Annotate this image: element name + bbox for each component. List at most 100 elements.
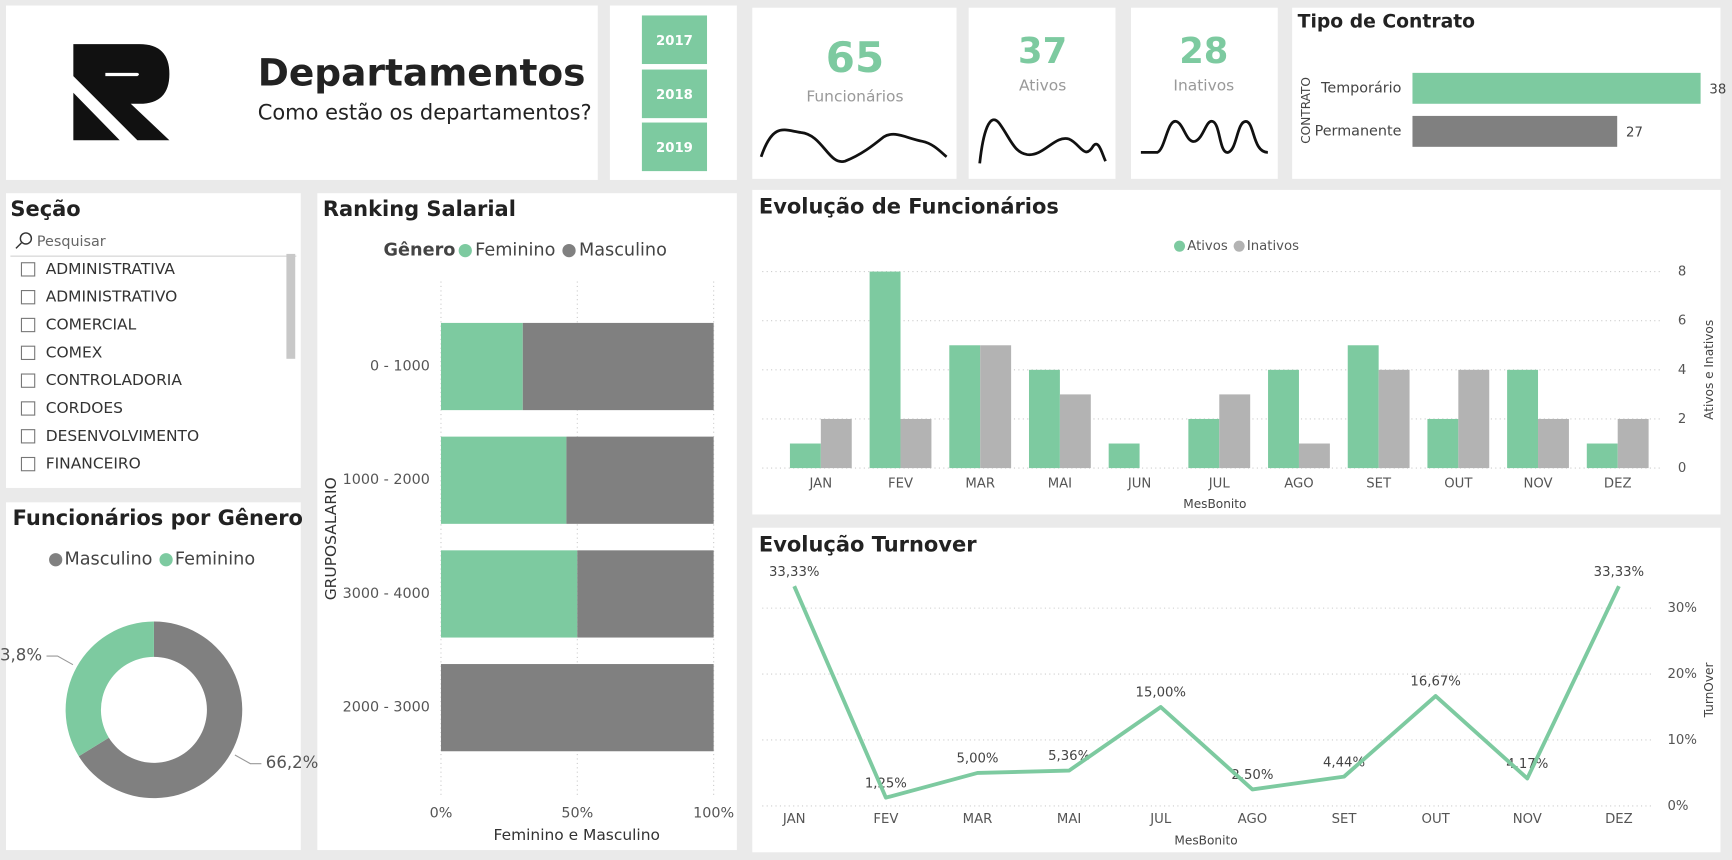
search-box[interactable]: Pesquisar — [37, 234, 106, 250]
scrollbar[interactable] — [286, 253, 296, 359]
y-tick-label: 0% — [1667, 799, 1688, 814]
year-label[interactable]: 2019 — [656, 141, 693, 156]
sparkline — [978, 118, 1107, 164]
bar — [1538, 418, 1569, 469]
bar — [1298, 443, 1330, 469]
sparkline — [1140, 120, 1269, 154]
logo-cut — [105, 72, 140, 77]
y-tick-label: 20% — [1667, 667, 1696, 682]
legend-marker — [1174, 240, 1186, 252]
x-tick-label: FEV — [888, 477, 913, 492]
axis-title: Feminino e Masculino — [494, 826, 660, 844]
turnover-panel — [752, 527, 1721, 853]
year-label[interactable]: 2018 — [656, 88, 693, 103]
section-item[interactable]: COMEX — [46, 343, 103, 361]
axis-title: MesBonito — [1174, 834, 1237, 848]
section-item[interactable]: DESENVOLVIMENTO — [46, 427, 199, 445]
kpi-label: Funcionários — [806, 88, 903, 106]
y-tick-label: 0 - 1000 — [370, 359, 430, 375]
year-button[interactable] — [641, 69, 708, 119]
x-tick-label: 0% — [430, 806, 453, 822]
value-label: 38 — [1709, 82, 1726, 97]
kpi-value: 65 — [826, 33, 884, 82]
checkbox[interactable] — [20, 290, 36, 305]
x-tick-label: OUT — [1422, 812, 1451, 827]
x-tick-label: MAR — [965, 477, 995, 492]
section-item[interactable]: COMERCIAL — [46, 316, 137, 334]
bar — [1059, 394, 1091, 469]
data-label: 1,25% — [865, 776, 907, 791]
x-tick-label: NOV — [1523, 477, 1552, 492]
bar — [1378, 369, 1410, 469]
y-tick-label: 4 — [1678, 363, 1686, 378]
x-tick-label: AGO — [1238, 812, 1268, 827]
x-tick-label: NOV — [1513, 812, 1542, 827]
page-subtitle: Como estão os departamentos? — [258, 101, 592, 125]
x-tick-label: FEV — [873, 812, 898, 827]
bar-segment — [440, 322, 523, 411]
data-label: 16,67% — [1410, 675, 1460, 690]
legend-label: Inativos — [1247, 239, 1299, 254]
kpi-panel — [752, 7, 957, 179]
data-label: 33,33% — [769, 565, 819, 580]
section-item[interactable]: CONTROLADORIA — [46, 371, 183, 389]
legend-label: Ativos — [1187, 239, 1228, 254]
x-tick-label: AGO — [1284, 477, 1314, 492]
bar — [1347, 345, 1379, 469]
bar — [1268, 369, 1299, 469]
axis-title: TurnOver — [1702, 663, 1716, 719]
bar — [1412, 72, 1701, 104]
section-item[interactable]: FINANCEIRO — [46, 455, 141, 473]
chart-title: Funcionários por Gênero — [13, 506, 303, 530]
x-tick-label: JUN — [1127, 477, 1151, 492]
bar — [1412, 115, 1618, 147]
legend-marker — [49, 553, 63, 567]
x-tick-label: MAR — [963, 812, 993, 827]
data-label: 33,33% — [1594, 565, 1644, 580]
x-tick-label: JUL — [1208, 477, 1231, 492]
section-item[interactable]: ADMINISTRATIVA — [46, 260, 176, 278]
year-button[interactable] — [641, 15, 708, 65]
year-button[interactable] — [641, 122, 708, 172]
bar-segment — [577, 550, 714, 638]
checkbox[interactable] — [20, 345, 36, 361]
bar — [1028, 369, 1060, 469]
checkbox[interactable] — [20, 262, 36, 277]
bar-segment — [566, 436, 714, 524]
checkbox[interactable] — [20, 317, 36, 333]
section-panel — [6, 193, 301, 488]
bar — [869, 271, 901, 469]
page-title: Departamentos — [258, 51, 586, 95]
bar — [1507, 369, 1539, 469]
legend-marker — [159, 553, 173, 567]
chart-title: Evolução Turnover — [759, 532, 977, 556]
kpi-label: Ativos — [1019, 77, 1066, 95]
checkbox[interactable] — [20, 429, 36, 444]
bar — [1458, 369, 1490, 469]
x-tick-label: SET — [1332, 812, 1358, 827]
bar-segment — [440, 550, 578, 638]
line — [792, 585, 1621, 800]
legend-marker — [562, 243, 576, 258]
y-tick-label: 0 — [1678, 461, 1686, 476]
legend-marker — [458, 243, 472, 258]
bar — [1108, 443, 1140, 469]
bar — [1586, 443, 1618, 469]
year-label[interactable]: 2017 — [656, 34, 693, 49]
data-label: 15,00% — [1136, 686, 1186, 701]
chart-title: Ranking Salarial — [323, 197, 516, 221]
axis-title: GRUPOSALARIO — [322, 477, 340, 600]
x-tick-label: 100% — [693, 806, 734, 822]
checkbox[interactable] — [20, 401, 36, 416]
y-tick-label: 30% — [1667, 601, 1696, 616]
section-item[interactable]: CORDOES — [46, 399, 123, 417]
x-tick-label: DEZ — [1605, 812, 1633, 827]
checkbox[interactable] — [20, 456, 36, 472]
checkbox[interactable] — [20, 373, 36, 388]
section-item[interactable]: ADMINISTRATIVO — [46, 288, 178, 306]
y-tick-label: 2 — [1678, 412, 1686, 427]
chart-title: Tipo de Contrato — [1298, 12, 1476, 33]
kpi-label: Inativos — [1173, 77, 1234, 95]
bar — [1617, 418, 1649, 469]
